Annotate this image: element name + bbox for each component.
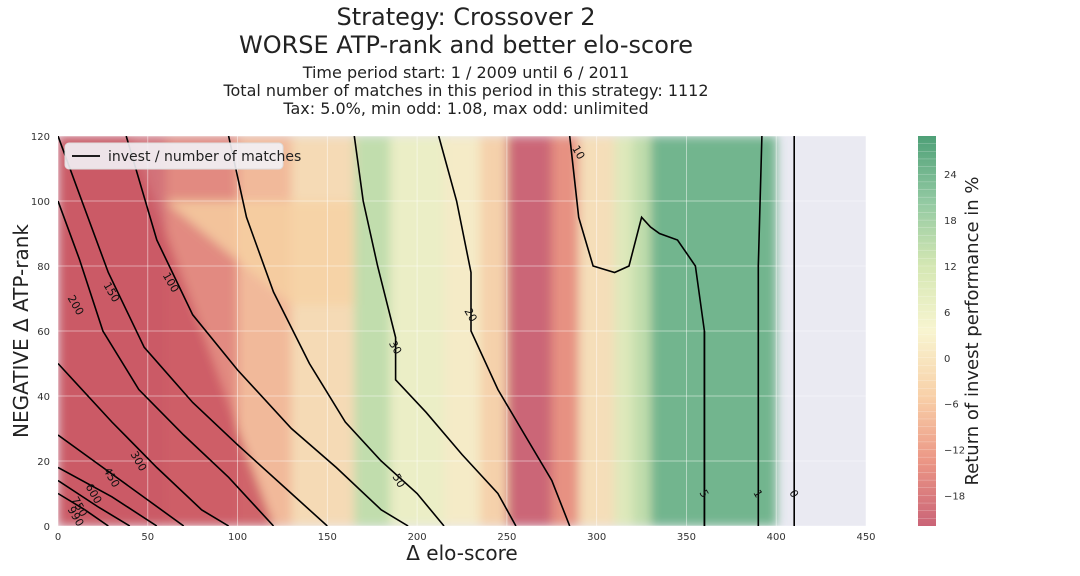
contour-line [125,136,409,526]
contour-line [568,136,706,526]
x-ticks: 0 50 100 150 200 250 300 350 400 450 [55,532,876,543]
contour-line [353,136,517,526]
contour-line [227,136,445,526]
legend-box [64,142,284,170]
x-tick-label: 350 [677,532,696,543]
contour-label: 20 [461,306,479,325]
colorbar-tick-label: −6 [944,400,959,411]
colorbar [918,136,936,526]
contour-line [437,136,571,526]
y-tick-label: 40 [37,392,50,403]
x-tick-label: 200 [408,532,427,543]
contour-label: 50 [390,471,408,490]
colorbar-bands [918,143,936,519]
colorbar-tick-label: −18 [944,491,965,502]
contour-line [58,136,328,526]
x-tick-label: 50 [141,532,154,543]
y-tick-label: 20 [37,457,50,468]
colorbar-tick-label: 12 [944,262,957,273]
x-tick-label: 450 [856,532,875,543]
colorbar-tick-label: 0 [944,354,950,365]
y-ticks: 0 20 40 60 80 100 120 [31,132,50,533]
x-tick-label: 0 [55,532,61,543]
legend: invest / number of matches [64,142,301,170]
y-tick-label: 100 [31,197,50,208]
contour-line [58,362,230,526]
x-tick-label: 300 [587,532,606,543]
y-axis-label: NEGATIVE Δ ATP-rank [9,224,33,438]
colorbar-ticks: −18 −12 −6 0 6 12 18 24 [944,170,965,502]
contour-line [58,479,131,526]
chart-subtitle-1: Time period start: 1 / 2009 until 6 / 20… [302,63,630,82]
chart-subtitle-2: Total number of matches in this period i… [222,81,708,100]
colorbar-tick-label: −12 [944,446,965,457]
grid-layer [58,136,866,526]
y-tick-label: 0 [44,522,50,533]
chart-subtitle-3: Tax: 5.0%, min odd: 1.08, max odd: unlim… [282,99,648,118]
y-tick-label: 80 [37,262,50,273]
contour-line [58,200,275,526]
colorbar-tick-label: 18 [944,216,957,227]
chart-title: Strategy: Crossover 2 [336,3,595,31]
contour-line [58,434,185,526]
y-tick-label: 120 [31,132,50,143]
contour-line [58,466,158,526]
colorbar-tick-label: 24 [944,170,957,181]
legend-label: invest / number of matches [108,149,301,165]
contour-line [58,492,109,526]
colorbar-label: Return of invest performance in % [962,176,983,485]
contour-label: 30 [386,338,404,357]
x-tick-label: 100 [228,532,247,543]
x-tick-label: 250 [497,532,516,543]
x-tick-label: 150 [318,532,337,543]
chart-title-2: WORSE ATP-rank and better elo-score [239,31,693,59]
contour-label: 10 [569,143,587,162]
contour-line [757,136,763,526]
x-tick-label: 400 [767,532,786,543]
x-axis-label: Δ elo-score [406,541,517,565]
y-tick-label: 60 [37,327,50,338]
colorbar-tick-label: 6 [944,308,950,319]
